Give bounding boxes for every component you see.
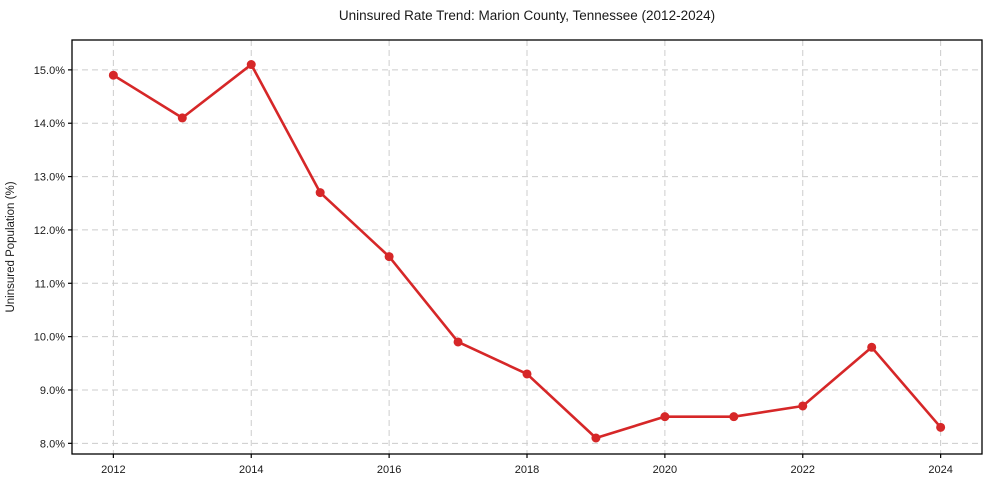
data-point-marker [453, 337, 463, 347]
data-point-marker [591, 433, 601, 443]
y-axis-label: Uninsured Population (%) [5, 181, 17, 312]
grid-layer [72, 40, 982, 454]
x-tick-label: 2022 [791, 464, 815, 476]
data-point-marker [315, 188, 325, 198]
x-tick-label: 2012 [101, 464, 125, 476]
y-tick-label: 14.0% [34, 118, 65, 130]
data-point-marker [108, 70, 118, 80]
data-point-marker [936, 422, 946, 432]
chart-title: Uninsured Rate Trend: Marion County, Ten… [339, 8, 715, 23]
x-tick-label: 2024 [928, 464, 952, 476]
y-tick-label: 12.0% [34, 225, 65, 237]
x-tick-label: 2016 [377, 464, 401, 476]
data-point-marker [384, 252, 394, 262]
y-tick-label: 11.0% [35, 278, 66, 290]
data-point-marker [729, 412, 739, 422]
x-tick-label: 2018 [515, 464, 539, 476]
y-tick-label: 10.0% [34, 332, 65, 344]
series-layer [108, 60, 946, 443]
data-point-marker [246, 60, 256, 70]
y-tick-label: 15.0% [34, 65, 65, 77]
x-tick-label: 2014 [239, 464, 263, 476]
x-tick-label: 2020 [653, 464, 677, 476]
data-point-marker [798, 401, 808, 411]
y-tick-label: 8.0% [40, 438, 65, 450]
axis-tick-layer: 2012 2014 2016 2018 2020 2022 2024 8.0% 9.0% 10.0… [34, 65, 953, 476]
data-point-marker [177, 113, 187, 123]
data-point-marker [660, 412, 670, 422]
data-point-marker [867, 342, 877, 352]
y-tick-label: 13.0% [34, 172, 65, 184]
data-point-marker [522, 369, 532, 379]
y-tick-label: 9.0% [40, 385, 65, 397]
